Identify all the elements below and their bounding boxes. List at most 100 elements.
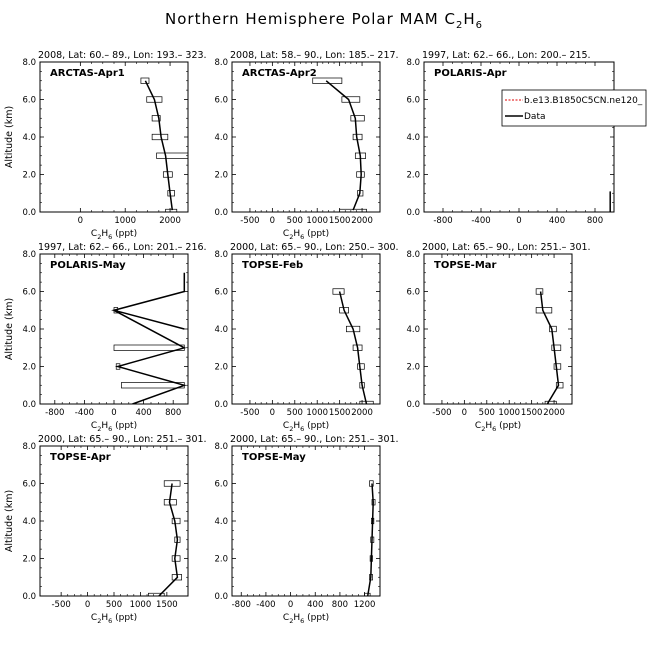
x-axis-label-part: 2 [289, 425, 293, 433]
y-tick-label: 4.0 [22, 325, 36, 335]
x-tick-label: 0 [270, 408, 275, 418]
x-axis-label-part: (ppt) [496, 421, 521, 431]
tick-group: 0.0 2.0 4.0 6.0 8.0 -500 0 500 1000 1500 [22, 442, 188, 610]
y-tick-label: 6.0 [22, 288, 36, 298]
tick-group: 0.0 2.0 4.0 6.0 8.0 -800 -400 0 400 800 [22, 250, 188, 418]
x-tick-label: -500 [240, 408, 259, 418]
data-series-line [144, 80, 174, 211]
x-axis-label: C2H6 (ppt) [283, 229, 329, 241]
x-tick-label: 500 [106, 600, 122, 610]
x-tick-label: -800 [45, 408, 64, 418]
range-box [357, 363, 365, 370]
panel-7: 2000, Lat: 65.– 90., Lon: 251.– 301. 0.0 2… [4, 434, 207, 625]
range-box [549, 325, 557, 333]
tick-group: 0.0 2.0 4.0 6.0 8.0 -800 -400 0 400 800 [406, 58, 614, 226]
x-tick-label: 0 [288, 600, 293, 610]
y-tick-label: 4.0 [22, 517, 36, 527]
x-tick-label: 1000 [114, 216, 136, 226]
y-tick-label: 4.0 [406, 325, 420, 335]
range-box [140, 77, 150, 84]
x-tick-label: -800 [433, 216, 452, 226]
range-box [171, 555, 181, 562]
x-tick-label: 1000 [498, 408, 520, 418]
tick-group: 0.0 2.0 4.0 6.0 8.0 -500 0 500 1000 1500 2000 [406, 250, 572, 418]
range-box [553, 363, 562, 370]
range-box [369, 480, 374, 487]
y-tick-label: 8.0 [406, 58, 420, 68]
panel-2: 2008, Lat: 58.– 90., Lon: 185.– 217. 0.0 2… [214, 50, 398, 241]
x-axis-label: C2H6 (ppt) [91, 421, 137, 433]
x-tick-label: 1000 [306, 216, 328, 226]
plot-frame [231, 445, 381, 597]
figure-title: Northern Hemisphere Polar MAM C2H6 [165, 10, 483, 31]
x-axis-label-part: 6 [108, 425, 112, 433]
y-tick-label: 2.0 [22, 363, 36, 373]
plot-frame [39, 445, 189, 597]
x-tick-label: 1200 [354, 600, 376, 610]
range-box [555, 382, 564, 389]
x-axis-label-part: (ppt) [304, 421, 329, 431]
x-tick-label: -400 [256, 600, 275, 610]
data-series-line [366, 483, 374, 596]
x-tick-label: -800 [232, 600, 251, 610]
panel-label: ARCTAS-Apr2 [242, 68, 317, 79]
x-tick-label: 0 [462, 408, 467, 418]
y-tick-label: 2.0 [22, 171, 36, 181]
x-axis-label-part: C [91, 421, 97, 431]
plot-frame [231, 61, 381, 213]
legend-label: Data [524, 112, 546, 122]
range-box [151, 115, 161, 122]
y-tick-label: 0.0 [406, 208, 420, 218]
data-group [332, 288, 374, 404]
x-axis-label: C2H6 (ppt) [283, 421, 329, 433]
panel-header: 2008, Lat: 60.– 89., Lon: 193.– 323. [38, 50, 207, 61]
y-tick-label: 8.0 [214, 250, 228, 260]
x-axis-label-part: 6 [300, 425, 304, 433]
data-series-line [158, 483, 179, 596]
panel-5: 2000, Lat: 65.– 90., Lon: 250.– 300. 0.0 2… [214, 242, 398, 433]
x-axis-label-part: 6 [300, 617, 304, 625]
panel-label: POLARIS-May [50, 260, 126, 271]
y-axis-label: Altitude (km) [4, 298, 15, 360]
y-tick-label: 2.0 [214, 171, 228, 181]
plot-frame [423, 253, 573, 405]
x-axis-label-part: H [101, 421, 108, 431]
y-tick-label: 8.0 [406, 250, 420, 260]
data-group [364, 480, 376, 596]
panel-grid: 2008, Lat: 60.– 89., Lon: 193.– 323. 0.0 2… [4, 50, 647, 625]
x-axis-label-part: 2 [97, 425, 101, 433]
x-tick-label: -400 [471, 216, 490, 226]
plot-frame [231, 253, 381, 405]
x-tick-label: 800 [332, 600, 348, 610]
x-tick-label: 0 [85, 600, 90, 610]
x-axis-label-part: 2 [97, 617, 101, 625]
plot-frame [39, 253, 189, 405]
y-tick-label: 6.0 [214, 288, 228, 298]
x-axis-label: C2H6 (ppt) [91, 613, 137, 625]
x-tick-label: -500 [240, 216, 259, 226]
y-tick-label: 4.0 [214, 133, 228, 143]
range-box [332, 288, 345, 295]
panel-header: 2000, Lat: 65.– 90., Lon: 251.– 301. [230, 434, 399, 445]
x-tick-label: 500 [479, 408, 495, 418]
data-group [148, 480, 183, 596]
range-box [156, 152, 188, 159]
y-tick-label: 6.0 [22, 480, 36, 490]
x-axis-label-part: H [293, 613, 300, 623]
x-tick-label: 2000 [159, 216, 181, 226]
x-tick-label: 1000 [306, 408, 328, 418]
data-series-line [325, 80, 362, 211]
x-tick-label: 0 [111, 408, 116, 418]
panel-label: TOPSE-Mar [434, 260, 497, 271]
x-axis-label: C2H6 (ppt) [283, 613, 329, 625]
data-group [312, 77, 367, 212]
y-tick-label: 0.0 [406, 400, 420, 410]
x-axis-label-part: 6 [108, 617, 112, 625]
x-axis-label-part: 6 [300, 233, 304, 241]
legend-box [501, 89, 647, 127]
x-tick-label: 1500 [329, 216, 351, 226]
x-axis-label-part: C [91, 613, 97, 623]
x-axis-label-part: (ppt) [304, 613, 329, 623]
